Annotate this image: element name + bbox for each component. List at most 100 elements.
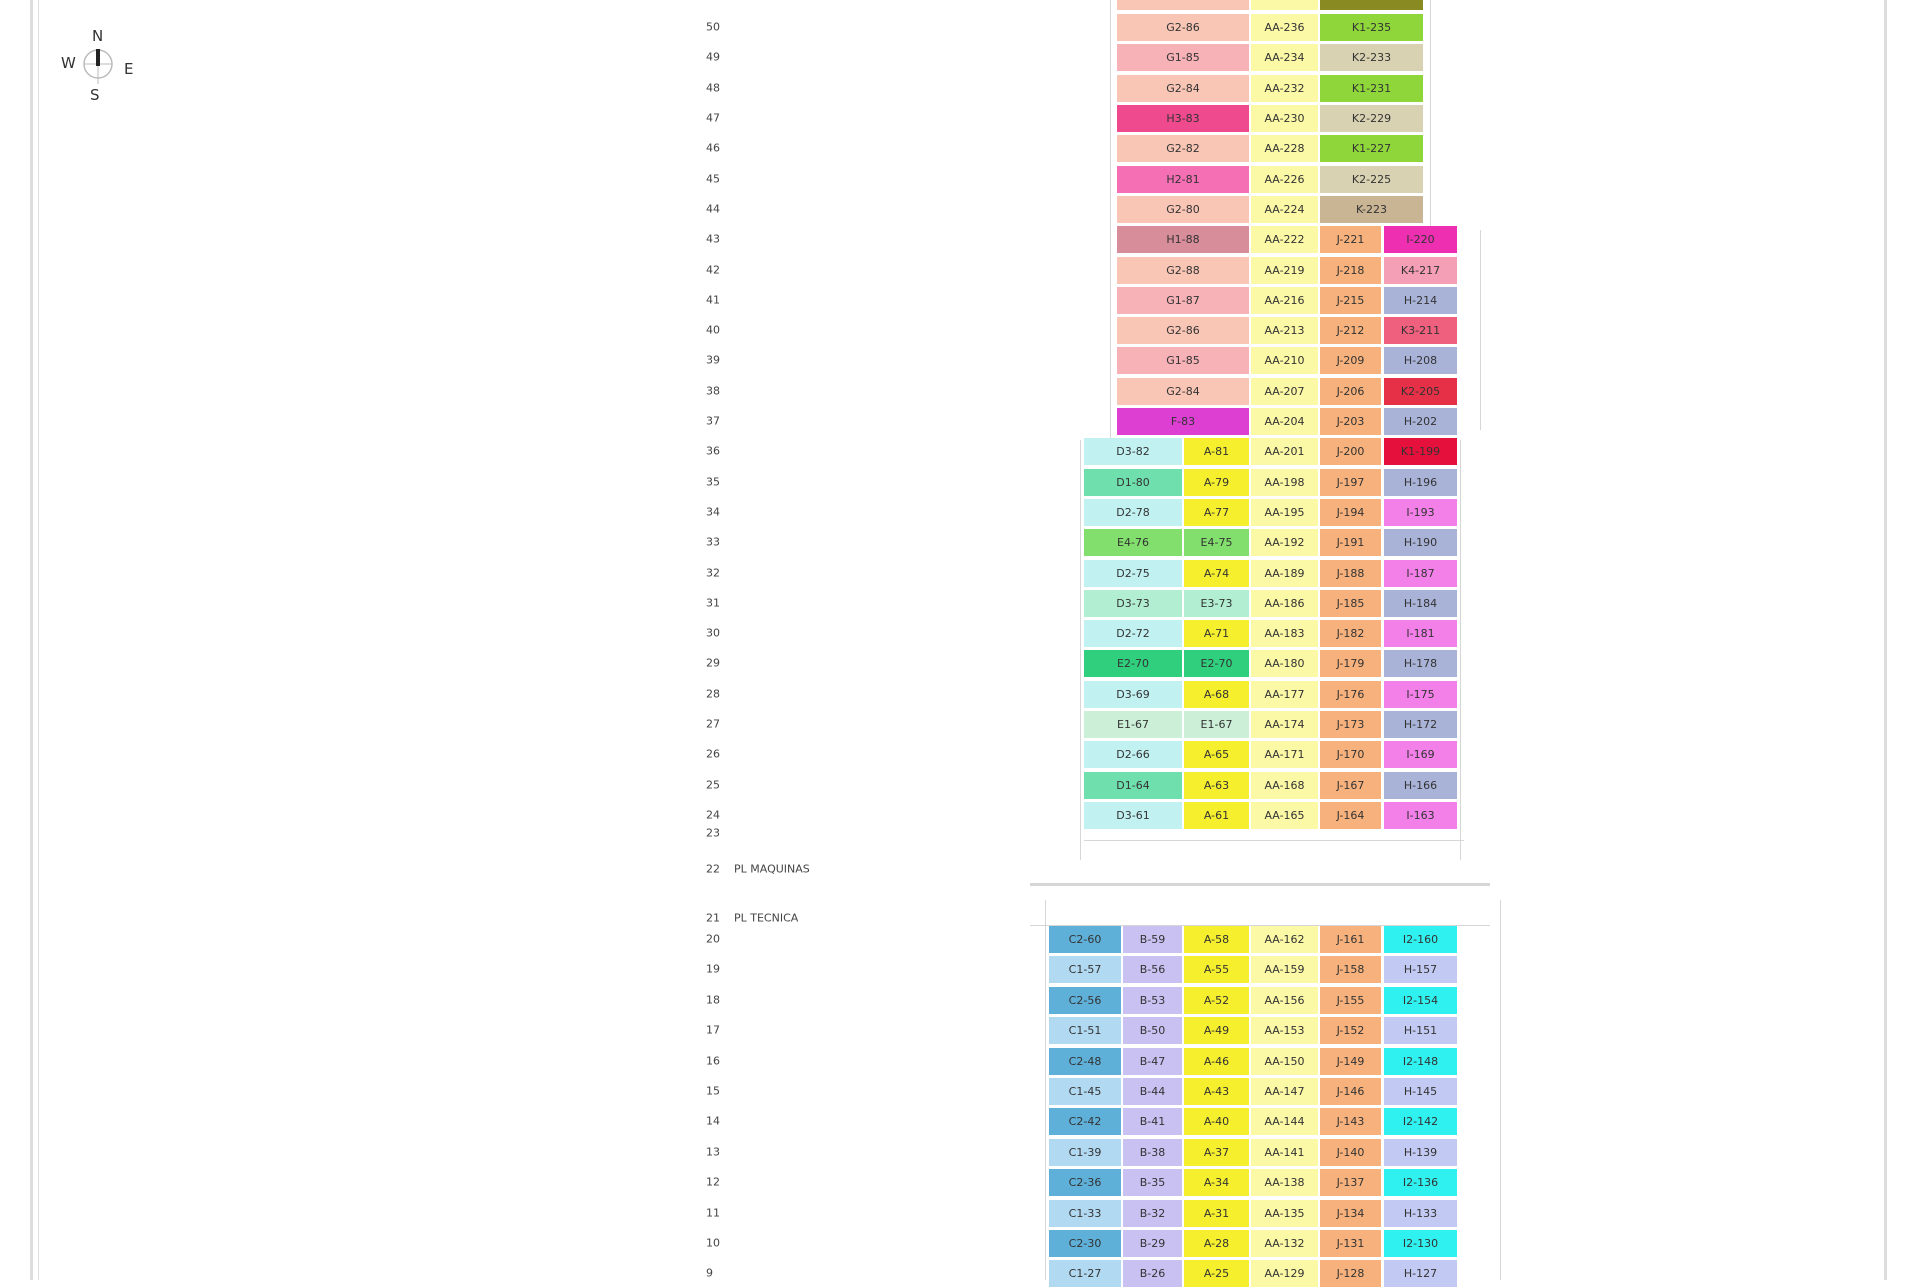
- unit-cell[interactable]: J-152: [1320, 1017, 1381, 1045]
- unit-cell[interactable]: D1-64: [1084, 771, 1182, 799]
- unit-cell[interactable]: A-49: [1184, 1017, 1249, 1045]
- unit-cell[interactable]: B-26: [1123, 1260, 1182, 1287]
- unit-cell[interactable]: H-151: [1384, 1017, 1457, 1045]
- unit-cell[interactable]: AA-207: [1251, 377, 1318, 405]
- unit-cell[interactable]: A-77: [1184, 498, 1249, 526]
- unit-cell[interactable]: H-145: [1384, 1078, 1457, 1105]
- unit-cell[interactable]: AA-195: [1251, 498, 1318, 526]
- unit-cell[interactable]: AA-168: [1251, 771, 1318, 799]
- unit-cell[interactable]: AA-228: [1251, 135, 1318, 163]
- unit-cell[interactable]: G2-86: [1117, 14, 1249, 42]
- unit-cell[interactable]: AA-189: [1251, 559, 1318, 587]
- unit-cell[interactable]: I2-160: [1384, 926, 1457, 953]
- unit-cell[interactable]: H1-88: [1117, 226, 1249, 254]
- unit-cell[interactable]: K1-227: [1320, 135, 1423, 163]
- unit-cell[interactable]: J-131: [1320, 1230, 1381, 1257]
- unit-cell[interactable]: A-71: [1184, 620, 1249, 648]
- unit-cell[interactable]: A-37: [1184, 1138, 1249, 1166]
- unit-cell[interactable]: K2-205: [1384, 377, 1457, 405]
- unit-cell[interactable]: J-200: [1320, 438, 1381, 466]
- unit-cell[interactable]: AA-222: [1251, 226, 1318, 254]
- unit-cell[interactable]: D3-61: [1084, 801, 1182, 829]
- unit-cell[interactable]: E4-75: [1184, 529, 1249, 557]
- unit-cell[interactable]: J-140: [1320, 1138, 1381, 1166]
- unit-cell[interactable]: B-50: [1123, 1017, 1182, 1045]
- unit-cell[interactable]: H3-83: [1117, 105, 1249, 132]
- unit-cell[interactable]: H-139: [1384, 1138, 1457, 1166]
- unit-cell[interactable]: G2-82: [1117, 135, 1249, 163]
- unit-cell[interactable]: AA-204: [1251, 408, 1318, 435]
- unit-cell[interactable]: AA-153: [1251, 1017, 1318, 1045]
- unit-cell[interactable]: AA-159: [1251, 956, 1318, 984]
- unit-cell[interactable]: [1320, 0, 1423, 10]
- unit-cell[interactable]: E2-70: [1084, 650, 1182, 678]
- unit-cell[interactable]: I-193: [1384, 498, 1457, 526]
- unit-cell[interactable]: J-221: [1320, 226, 1381, 254]
- unit-cell[interactable]: J-212: [1320, 317, 1381, 345]
- unit-cell[interactable]: AA-171: [1251, 741, 1318, 769]
- unit-cell[interactable]: J-146: [1320, 1078, 1381, 1105]
- unit-cell[interactable]: B-56: [1123, 956, 1182, 984]
- unit-cell[interactable]: F-83: [1117, 408, 1249, 435]
- unit-cell[interactable]: AA-129: [1251, 1260, 1318, 1287]
- unit-cell[interactable]: H-127: [1384, 1260, 1457, 1287]
- unit-cell[interactable]: E1-67: [1184, 711, 1249, 738]
- unit-cell[interactable]: E4-76: [1084, 529, 1182, 557]
- unit-cell[interactable]: AA-198: [1251, 468, 1318, 496]
- unit-cell[interactable]: B-29: [1123, 1230, 1182, 1257]
- unit-cell[interactable]: B-47: [1123, 1047, 1182, 1075]
- unit-cell[interactable]: H-184: [1384, 589, 1457, 617]
- unit-cell[interactable]: J-149: [1320, 1047, 1381, 1075]
- unit-cell[interactable]: I-175: [1384, 680, 1457, 708]
- unit-cell[interactable]: K1-235: [1320, 14, 1423, 42]
- unit-cell[interactable]: J-194: [1320, 498, 1381, 526]
- unit-cell[interactable]: J-158: [1320, 956, 1381, 984]
- unit-cell[interactable]: AA-147: [1251, 1078, 1318, 1105]
- unit-cell[interactable]: [1251, 0, 1318, 10]
- unit-cell[interactable]: H-178: [1384, 650, 1457, 678]
- unit-cell[interactable]: C2-56: [1049, 986, 1121, 1014]
- unit-cell[interactable]: J-197: [1320, 468, 1381, 496]
- unit-cell[interactable]: E3-73: [1184, 589, 1249, 617]
- unit-cell[interactable]: I-187: [1384, 559, 1457, 587]
- unit-cell[interactable]: C2-36: [1049, 1169, 1121, 1197]
- unit-cell[interactable]: J-170: [1320, 741, 1381, 769]
- unit-cell[interactable]: A-55: [1184, 956, 1249, 984]
- unit-cell[interactable]: I2-154: [1384, 986, 1457, 1014]
- unit-cell[interactable]: J-155: [1320, 986, 1381, 1014]
- unit-cell[interactable]: AA-156: [1251, 986, 1318, 1014]
- unit-cell[interactable]: D2-78: [1084, 498, 1182, 526]
- unit-cell[interactable]: B-32: [1123, 1199, 1182, 1227]
- unit-cell[interactable]: C1-51: [1049, 1017, 1121, 1045]
- unit-cell[interactable]: B-38: [1123, 1138, 1182, 1166]
- unit-cell[interactable]: I2-130: [1384, 1230, 1457, 1257]
- unit-cell[interactable]: AA-150: [1251, 1047, 1318, 1075]
- unit-cell[interactable]: H-157: [1384, 956, 1457, 984]
- unit-cell[interactable]: A-68: [1184, 680, 1249, 708]
- unit-cell[interactable]: D1-80: [1084, 468, 1182, 496]
- unit-cell[interactable]: B-41: [1123, 1108, 1182, 1136]
- unit-cell[interactable]: J-128: [1320, 1260, 1381, 1287]
- unit-cell[interactable]: J-173: [1320, 711, 1381, 738]
- unit-cell[interactable]: AA-224: [1251, 195, 1318, 223]
- unit-cell[interactable]: A-25: [1184, 1260, 1249, 1287]
- unit-cell[interactable]: I-169: [1384, 741, 1457, 769]
- unit-cell[interactable]: J-137: [1320, 1169, 1381, 1197]
- unit-cell[interactable]: I2-136: [1384, 1169, 1457, 1197]
- unit-cell[interactable]: H2-81: [1117, 165, 1249, 193]
- unit-cell[interactable]: AA-162: [1251, 926, 1318, 953]
- unit-cell[interactable]: A-43: [1184, 1078, 1249, 1105]
- unit-cell[interactable]: G2-84: [1117, 74, 1249, 102]
- unit-cell[interactable]: J-167: [1320, 771, 1381, 799]
- unit-cell[interactable]: E1-67: [1084, 711, 1182, 738]
- unit-cell[interactable]: E2-70: [1184, 650, 1249, 678]
- unit-cell[interactable]: AA-230: [1251, 105, 1318, 132]
- unit-cell[interactable]: C1-57: [1049, 956, 1121, 984]
- unit-cell[interactable]: I-163: [1384, 801, 1457, 829]
- unit-cell[interactable]: AA-234: [1251, 44, 1318, 72]
- unit-cell[interactable]: C1-39: [1049, 1138, 1121, 1166]
- unit-cell[interactable]: H-166: [1384, 771, 1457, 799]
- unit-cell[interactable]: [1117, 0, 1249, 10]
- unit-cell[interactable]: K-223: [1320, 195, 1423, 223]
- unit-cell[interactable]: A-31: [1184, 1199, 1249, 1227]
